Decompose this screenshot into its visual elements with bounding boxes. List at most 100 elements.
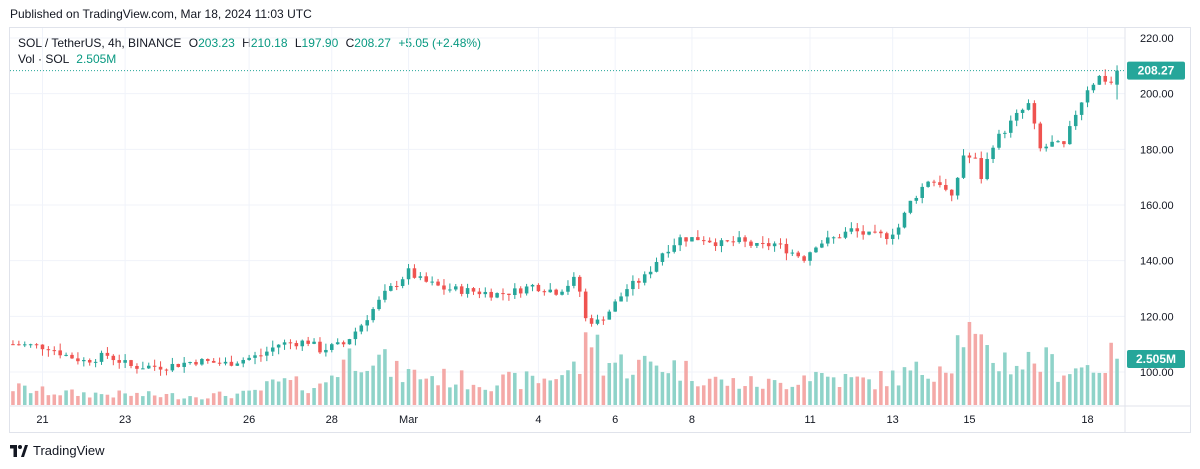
candle (459, 286, 464, 294)
volume-bar (383, 349, 387, 405)
candle (483, 291, 488, 295)
volume-bar (436, 385, 440, 405)
candle (306, 340, 310, 344)
candle (276, 344, 281, 348)
axes: 100.00 120.00 140.00 160.00 180.00 200.00 220.… (10, 28, 1191, 432)
volume-bar (489, 391, 493, 405)
candle (117, 360, 121, 363)
candle (513, 288, 517, 295)
volume-bar (1032, 363, 1037, 405)
volume-bar (146, 391, 151, 405)
candle (294, 343, 299, 347)
candle (961, 155, 966, 178)
candle (554, 289, 558, 295)
volume-bar (648, 361, 653, 405)
volume-bar (194, 397, 198, 405)
volume-bar (1014, 365, 1019, 405)
candle (152, 365, 157, 367)
volume-bar (206, 398, 210, 405)
x-tick-label: 4 (535, 414, 541, 426)
volume-bar (719, 379, 724, 405)
y-tick-label: 200.00 (1140, 89, 1174, 101)
volume-bar (394, 360, 399, 405)
volume-bar (241, 390, 245, 405)
volume-bar (861, 377, 865, 405)
volume-bar (802, 375, 806, 405)
volume-bar (684, 360, 688, 405)
volume-bar (34, 390, 39, 405)
candle (206, 358, 210, 361)
candle (17, 344, 21, 346)
volume-bar (920, 374, 924, 405)
volume-bar (1009, 374, 1013, 405)
chart-frame (9, 27, 1191, 433)
volume-bar (64, 390, 68, 405)
candle (412, 268, 417, 278)
candle (926, 181, 930, 187)
candle (790, 252, 795, 254)
candle (849, 228, 854, 232)
close-value: 208.27 (354, 36, 391, 50)
volume-bar (377, 354, 381, 405)
volume-bar (542, 378, 547, 405)
volume-bar (164, 393, 169, 405)
volume-bar (129, 395, 133, 405)
candle (389, 285, 393, 291)
candle (371, 309, 375, 321)
volume-bar (879, 371, 883, 405)
candle (619, 296, 623, 302)
candle (377, 299, 381, 310)
candle (270, 347, 275, 352)
candle (973, 157, 978, 159)
volume-label[interactable]: Vol · SOL (18, 52, 69, 66)
candle (997, 133, 1001, 148)
candle (536, 284, 541, 292)
candle (766, 243, 771, 247)
candle (406, 268, 411, 280)
volume-bar (477, 387, 482, 405)
volume-bar (595, 334, 600, 405)
candle (300, 340, 305, 347)
candle (808, 252, 812, 261)
open-value: 203.23 (198, 36, 235, 50)
candle (548, 289, 553, 293)
volume-bar (424, 378, 429, 405)
candle (678, 237, 682, 246)
volume-bar (890, 370, 895, 405)
volume-bar (465, 389, 470, 405)
volume-bar (442, 368, 446, 405)
volume-bar (654, 365, 659, 405)
volume-bar (11, 391, 15, 405)
candle (365, 320, 369, 326)
volume-bar (459, 370, 464, 405)
candle (288, 342, 293, 344)
volume-bar (808, 381, 812, 405)
volume-bar (265, 381, 269, 405)
candle (489, 291, 493, 298)
y-tick-label: 180.00 (1140, 144, 1174, 156)
candle (796, 252, 800, 257)
volume-bar (507, 371, 511, 405)
x-tick-label: 21 (36, 414, 48, 426)
volume-bar (589, 347, 594, 405)
candle (577, 276, 582, 292)
x-tick-label: 8 (689, 414, 695, 426)
volume-bar (412, 369, 417, 405)
candle (99, 352, 104, 362)
symbol-label[interactable]: SOL / TetherUS, 4h, BINANCE (18, 36, 182, 50)
candle (176, 363, 181, 367)
candle (843, 231, 848, 238)
tradingview-branding[interactable]: TradingView (10, 443, 105, 458)
candle (684, 237, 688, 242)
legend-row-price: SOL / TetherUS, 4h, BINANCE O203.23 H210… (18, 35, 481, 51)
volume-bar (501, 374, 505, 405)
volume-bar (583, 332, 588, 405)
candle (518, 288, 523, 294)
volume-bar (123, 393, 127, 405)
volume-bar (991, 362, 995, 405)
candle (22, 344, 27, 346)
volume-bar (211, 393, 216, 405)
candle (383, 290, 387, 300)
candle (944, 185, 948, 190)
